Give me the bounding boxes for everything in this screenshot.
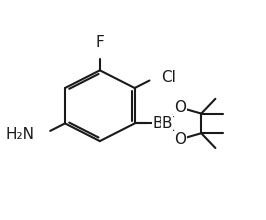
- Text: O: O: [174, 100, 186, 115]
- Text: O: O: [174, 132, 186, 147]
- Text: F: F: [95, 35, 104, 50]
- Text: B: B: [162, 116, 172, 131]
- Text: Cl: Cl: [161, 70, 176, 85]
- Text: H₂N: H₂N: [5, 127, 34, 142]
- Text: B: B: [153, 116, 163, 131]
